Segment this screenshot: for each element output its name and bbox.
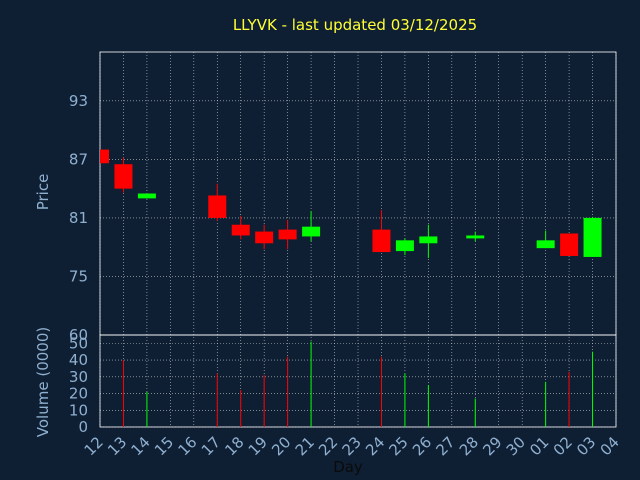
price-tick-label: 93 xyxy=(69,92,88,110)
x-tick-label: 17 xyxy=(198,433,224,459)
candle-body xyxy=(302,226,321,237)
volume-tick-label: 0 xyxy=(78,418,88,436)
volume-tick-label: 40 xyxy=(69,351,88,369)
x-axis-label: Day xyxy=(333,458,363,476)
x-tick-label: 28 xyxy=(456,433,482,459)
x-tick-label: 25 xyxy=(386,433,412,459)
candle-body xyxy=(466,235,485,239)
volume-tick-label: 10 xyxy=(69,401,88,419)
candle-body xyxy=(231,224,250,236)
x-tick-label: 14 xyxy=(128,433,154,459)
x-tick-label: 04 xyxy=(597,433,623,459)
price-panel: 75 81 87 93 xyxy=(69,51,617,427)
x-tick-label: 26 xyxy=(409,433,435,459)
volume-tick-label: 20 xyxy=(69,385,88,403)
candle-body xyxy=(372,229,391,253)
x-tick-label: 18 xyxy=(221,433,247,459)
candle-body xyxy=(100,149,109,164)
candle-body xyxy=(137,193,156,199)
x-tick-label: 22 xyxy=(315,433,341,459)
x-tick-label: 27 xyxy=(432,433,458,459)
candle-body xyxy=(583,217,602,257)
x-tick-label: 16 xyxy=(174,433,200,459)
x-tick-label: 03 xyxy=(573,433,599,459)
x-tick-label: 29 xyxy=(479,433,505,459)
x-tick-label: 19 xyxy=(245,433,271,459)
candles xyxy=(100,149,602,258)
candle-body xyxy=(255,231,274,244)
chart-title: LLYVK - last updated 03/12/2025 xyxy=(233,16,477,34)
x-tick-label: 30 xyxy=(503,433,529,459)
x-tick-label: 20 xyxy=(268,433,294,459)
candle-body xyxy=(419,236,438,244)
x-tick-label: 21 xyxy=(292,433,318,459)
volume-axis-label: Volume (0000) xyxy=(34,327,52,437)
candle-body xyxy=(536,240,555,249)
candle-body xyxy=(395,240,414,252)
x-tick-label: 12 xyxy=(81,433,107,459)
volume-tick-label: 30 xyxy=(69,368,88,386)
volume-tick-label: 50 xyxy=(69,334,88,352)
x-tick-label: 01 xyxy=(526,433,552,459)
price-tick-label: 87 xyxy=(69,150,88,168)
volume-panel-frame xyxy=(99,334,617,428)
price-tick-label: 75 xyxy=(69,267,88,285)
volume-top-tick-label: 60 xyxy=(69,326,88,344)
x-tick-label: 23 xyxy=(339,433,365,459)
price-tick-label: 81 xyxy=(69,209,88,227)
x-tick-label: 15 xyxy=(151,433,177,459)
price-axis-label: Price xyxy=(34,174,52,211)
candle-body xyxy=(208,195,227,218)
x-tick-label: 13 xyxy=(104,433,130,459)
candle-body xyxy=(560,233,579,256)
x-tick-label: 24 xyxy=(362,433,388,459)
x-tick-label: 02 xyxy=(550,433,576,459)
candle-body xyxy=(114,164,133,189)
candle-body xyxy=(278,229,297,240)
x-axis: 1213141516171819202122232425262728293001… xyxy=(81,433,623,459)
